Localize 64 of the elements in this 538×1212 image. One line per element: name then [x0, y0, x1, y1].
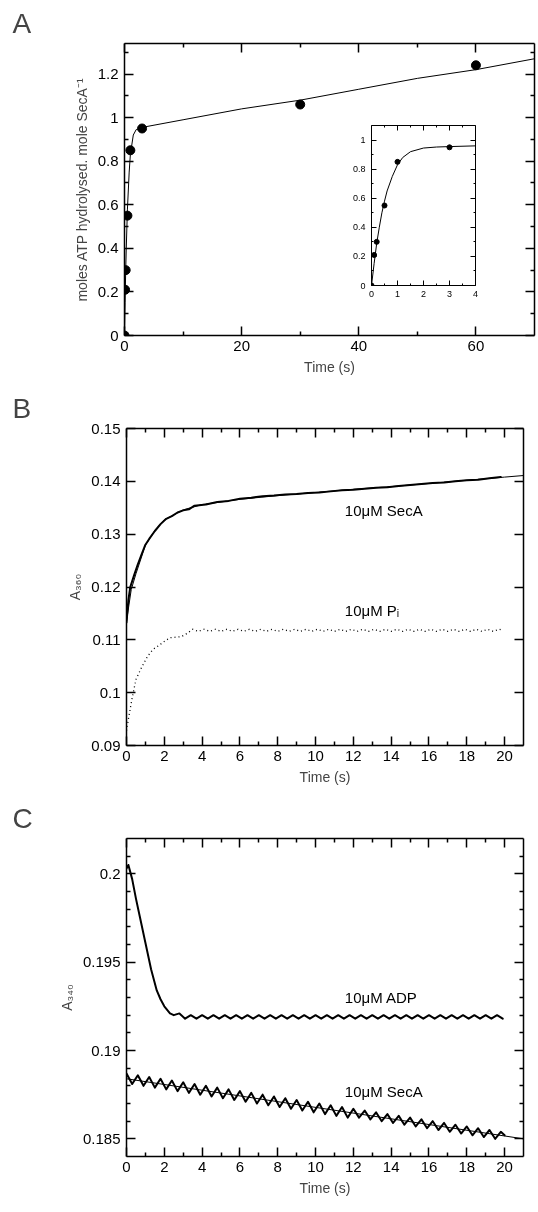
x-tick-label: 12 [345, 746, 362, 764]
x-axis-title: Time (s) [299, 1179, 351, 1196]
x-tick-label: 18 [458, 1157, 476, 1175]
y-tick-label: 0.6 [352, 193, 366, 204]
x-tick-label: 12 [345, 1157, 362, 1175]
x-tick-label: 2 [160, 1157, 169, 1175]
x-tick-label: 60 [467, 336, 485, 354]
x-tick-label: 10 [307, 746, 324, 764]
y-tick-label: 0.11 [92, 630, 121, 648]
y-tick-label: 0.4 [352, 222, 366, 233]
y-tick-label: 0.195 [82, 953, 121, 971]
y-tick-label: 0.12 [91, 578, 121, 595]
x-tick-label: 16 [420, 746, 438, 764]
x-tick-label: 2 [421, 288, 427, 299]
x-tick-label: 6 [235, 1157, 245, 1175]
y-tick-label: 0 [360, 280, 366, 291]
y-tick-label: 0.6 [97, 195, 119, 213]
y-tick-label: 0.2 [352, 251, 366, 262]
y-tick-label: 1 [360, 135, 366, 146]
x-tick-label: 20 [233, 336, 250, 354]
y-tick-label: 0.8 [352, 164, 366, 175]
x-tick-label: 20 [496, 1157, 513, 1175]
y-tick-label: 0.2 [99, 864, 121, 882]
x-tick-label: 14 [382, 1157, 400, 1175]
x-tick-label: 4 [473, 288, 479, 299]
y-tick-label: 1 [110, 108, 119, 126]
y-tick-label: 0.13 [91, 525, 121, 543]
series-label: 10μM Pᵢ [344, 602, 400, 620]
y-tick-label: 0.2 [97, 282, 119, 300]
x-tick-label: 2 [160, 746, 169, 764]
y-tick-label: 0.19 [91, 1041, 121, 1059]
x-tick-label: 8 [273, 746, 282, 764]
y-tick-label: 0.15 [91, 419, 121, 437]
x-axis-title: Time (s) [299, 768, 351, 785]
y-axis-title: moles ATP hydrolysed. mole SecA⁻¹ [73, 78, 90, 302]
y-tick-label: 1.2 [97, 65, 119, 83]
series-label: 10μM SecA [344, 502, 423, 520]
chart-title: A [12, 7, 32, 39]
y-tick-label: 0.14 [91, 472, 121, 490]
x-tick-label: 8 [273, 1157, 282, 1175]
x-axis-title: Time (s) [304, 358, 355, 375]
y-tick-label: 0.8 [97, 152, 119, 170]
y-axis-title: A₃₆₀ [67, 573, 84, 601]
x-tick-label: 3 [447, 288, 453, 299]
x-tick-label: 14 [382, 746, 400, 764]
x-tick-label: 10 [307, 1157, 324, 1175]
y-axis-title: A₃₄₀ [58, 984, 75, 1011]
series-label: 10μM SecA [344, 1083, 423, 1101]
x-tick-label: 6 [235, 746, 245, 764]
series-label: 10μM ADP [344, 989, 417, 1007]
x-tick-label: 1 [395, 288, 401, 299]
x-tick-label: 40 [350, 336, 368, 354]
chart-title: B [12, 392, 32, 424]
y-tick-label: 0.4 [97, 239, 119, 257]
x-tick-label: 0 [369, 288, 375, 299]
x-tick-label: 16 [420, 1157, 438, 1175]
x-tick-label: 4 [197, 746, 207, 764]
y-tick-label: 0.1 [99, 683, 121, 701]
chart-title: C [12, 802, 33, 834]
x-tick-label: 20 [496, 746, 513, 764]
x-tick-label: 18 [458, 746, 476, 764]
y-tick-label: 0.09 [91, 736, 121, 754]
y-tick-label: 0.185 [82, 1129, 121, 1147]
x-tick-label: 4 [197, 1157, 207, 1175]
